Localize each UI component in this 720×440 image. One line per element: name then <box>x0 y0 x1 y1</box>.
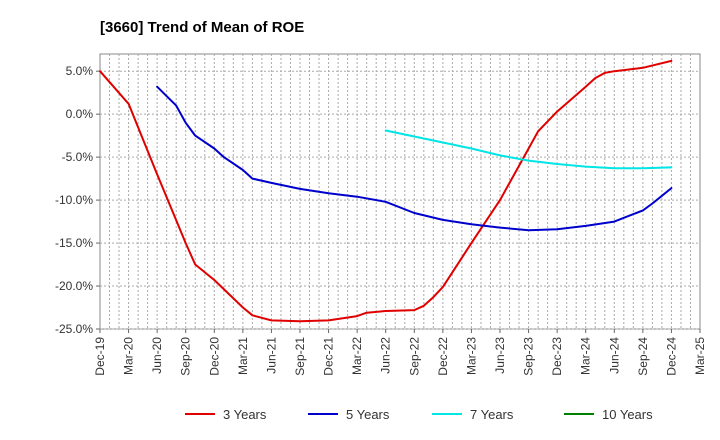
x-tick-label: Dec-19 <box>93 337 107 376</box>
x-tick-label: Mar-20 <box>122 337 136 375</box>
x-tick-label: Dec-20 <box>207 337 221 376</box>
chart-title: [3660] Trend of Mean of ROE <box>100 19 304 36</box>
grid-lines <box>100 54 700 330</box>
x-tick-label: Sep-21 <box>293 337 307 376</box>
y-tick-label: -25.0% <box>55 322 93 336</box>
x-tick-label: Sep-20 <box>179 337 193 376</box>
x-tick-label: Mar-24 <box>579 337 593 375</box>
x-tick-label: Jun-23 <box>493 337 507 374</box>
x-tick-label: Mar-23 <box>464 337 478 375</box>
legend-label: 10 Years <box>602 407 653 422</box>
series-line-5-years <box>156 85 673 232</box>
x-tick-label: Mar-22 <box>350 337 364 375</box>
x-tick-label: Mar-21 <box>236 337 250 375</box>
x-tick-label: Dec-21 <box>322 337 336 376</box>
y-tick-label: 5.0% <box>66 64 94 78</box>
y-tick-label: -5.0% <box>62 150 94 164</box>
series-line-7-years <box>384 129 673 170</box>
y-axis-ticks: 5.0% 0.0% -5.0% -10.0% -15.0% -20.0% -25.0% <box>55 64 100 336</box>
x-tick-label: Jun-22 <box>379 337 393 374</box>
legend-label: 5 Years <box>346 407 390 422</box>
legend: 3 Years 5 Years 7 Years 10 Years <box>185 407 653 422</box>
x-tick-label: Dec-23 <box>550 337 564 376</box>
y-tick-label: -10.0% <box>55 193 93 207</box>
y-tick-label: -15.0% <box>55 236 93 250</box>
x-tick-label: Sep-23 <box>522 337 536 376</box>
series-lines <box>99 59 673 323</box>
legend-label: 7 Years <box>470 407 514 422</box>
x-tick-label: Jun-20 <box>150 337 164 374</box>
x-tick-label: Jun-21 <box>264 337 278 374</box>
legend-label: 3 Years <box>223 407 267 422</box>
x-tick-label: Dec-24 <box>664 337 678 376</box>
x-axis-ticks: Dec-19 Mar-20 Jun-20 Sep-20 Dec-20 Mar-21 Jun-… <box>93 329 707 376</box>
y-tick-label: 0.0% <box>66 107 94 121</box>
series-line-3-years <box>99 59 673 323</box>
y-tick-label: -20.0% <box>55 279 93 293</box>
x-tick-label: Sep-22 <box>407 337 421 376</box>
x-tick-label: Sep-24 <box>636 337 650 376</box>
plot-area <box>99 53 701 330</box>
x-tick-label: Mar-25 <box>693 337 707 375</box>
x-tick-label: Jun-24 <box>607 337 621 374</box>
x-tick-label: Dec-22 <box>436 337 450 376</box>
